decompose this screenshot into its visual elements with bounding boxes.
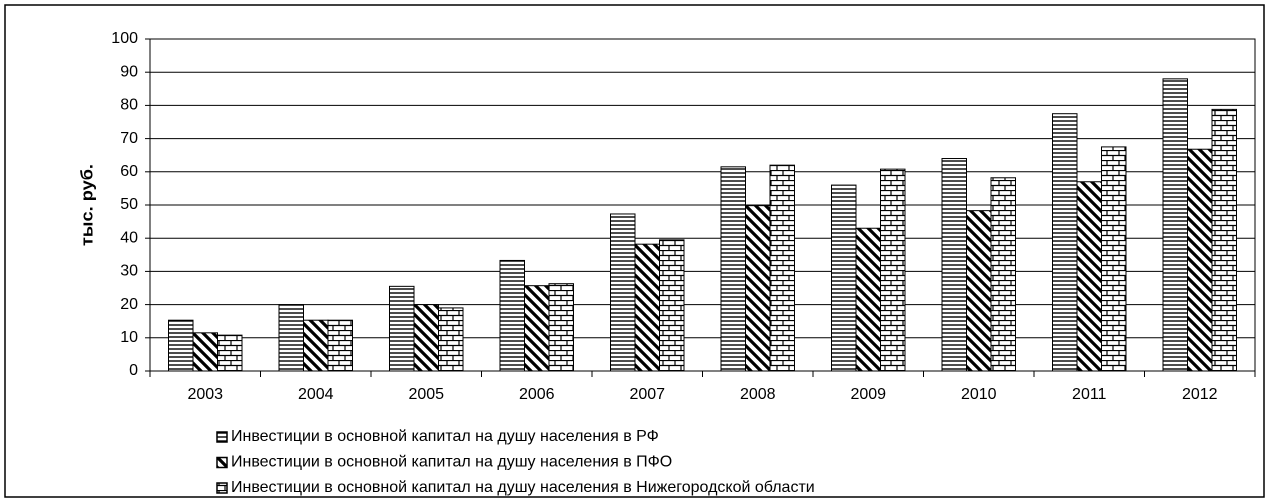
x-tick-label: 2008 [740, 386, 776, 403]
bar [831, 184, 857, 372]
bar [217, 334, 243, 372]
legend-label: Инвестиции в основной капитал на душу на… [231, 428, 659, 445]
x-tick-label: 2010 [961, 386, 997, 403]
bar [192, 332, 218, 372]
bar [168, 319, 194, 372]
bar [524, 285, 550, 372]
bar [389, 285, 415, 372]
bar [1187, 148, 1213, 372]
y-tick-label: 100 [111, 30, 138, 47]
legend-swatch [216, 431, 228, 443]
x-tick-label: 2006 [519, 386, 555, 403]
bar [278, 304, 304, 372]
legend-swatch [216, 456, 228, 469]
bar [941, 158, 967, 372]
bar [880, 168, 906, 372]
x-tick-label: 2009 [850, 386, 886, 403]
frame [4, 4, 1265, 498]
bar [855, 227, 881, 372]
x-tick-label: 2007 [629, 386, 665, 403]
bar [1101, 146, 1127, 372]
bar [1076, 181, 1102, 372]
bar [966, 210, 992, 372]
legend-label: Инвестиции в основной капитал на душу на… [231, 479, 815, 496]
bar [499, 259, 525, 372]
bar [1052, 113, 1078, 372]
y-tick-label: 20 [120, 296, 138, 313]
y-tick-label: 70 [120, 130, 138, 147]
x-tick-label: 2005 [408, 386, 444, 403]
bar [303, 319, 329, 372]
bar [634, 243, 660, 372]
y-tick-label: 0 [129, 362, 138, 379]
bar [610, 213, 636, 372]
bar [769, 164, 795, 372]
y-tick-label: 10 [120, 329, 138, 346]
bar [745, 205, 771, 372]
bar [990, 177, 1016, 372]
y-tick-label: 50 [120, 196, 138, 213]
x-tick-label: 2003 [187, 386, 223, 403]
y-tick-label: 40 [120, 229, 138, 246]
bar [1211, 108, 1237, 372]
legend-swatch [216, 482, 228, 494]
x-tick-label: 2011 [1072, 386, 1107, 403]
bar [413, 304, 439, 372]
y-tick-label: 60 [120, 163, 138, 180]
y-tick-label: 80 [120, 97, 138, 114]
legend-label: Инвестиции в основной капитал на душу на… [231, 454, 672, 471]
bar [438, 307, 464, 372]
bar [659, 239, 685, 372]
x-tick-label: 2004 [298, 386, 334, 403]
bar [1162, 78, 1188, 372]
bar [327, 319, 353, 372]
bar [720, 166, 746, 372]
bar [548, 283, 574, 372]
y-tick-label: 30 [120, 263, 138, 280]
x-tick-label: 2012 [1182, 386, 1218, 403]
y-tick-label: 90 [120, 63, 138, 80]
y-axis-label: тыс. руб. [77, 164, 96, 246]
